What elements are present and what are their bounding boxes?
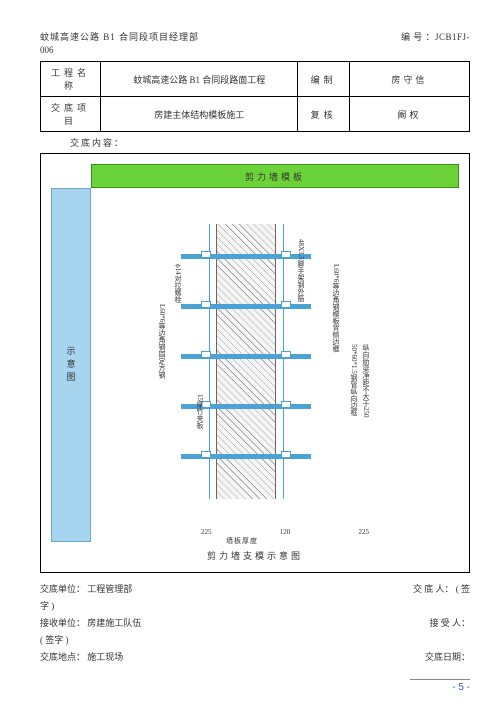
footer-unit-send: 交底单位： 工程管理部 [40,581,132,598]
cell-proj-name-lbl: 工程名称 [41,62,101,97]
annot-spacing: 纵向肋梁净距不大于250 [361,344,371,418]
cell-item-val: 房建主体结构模板施工 [101,97,298,132]
cell-review-val: 阚权 [349,97,469,132]
clip-icon [201,301,211,308]
footer-block: 交底单位： 工程管理部 交 底 人： ( 签 字 ) 接收单位： 房建施工队伍 … [40,581,470,666]
header-code-label: 编 号 [401,32,423,42]
footer-unit-recv: 接收单位： 房建施工队伍 [40,615,141,632]
annot-bolt: ϕ14对拉螺栓 [173,264,183,303]
green-band-text: 剪力墙模板 [245,170,305,183]
table-row: 交底项目 房建主体结构模板施工 复核 阚权 [41,97,470,132]
cell-editor-val: 房守信 [349,62,469,97]
annot-scaffold: 48X3.5脚手架钢外筋 [296,239,306,302]
cell-item-lbl: 交底项目 [41,97,101,132]
dim-center-label: 墙板厚度 [226,536,258,546]
figure-box: 剪力墙模板 示意图 ϕ14对拉螺栓 L60*6等边角钢固定方钢 [40,153,470,573]
footer-sign1: 字 ) [40,598,470,615]
dim-center: 120 [280,528,291,536]
page-number: - 5 - [410,679,470,693]
clip-icon [281,451,291,458]
header-subcode: 006 [40,45,470,55]
cell-review-lbl: 复核 [298,97,349,132]
header-project: 蚊城高速公路 B1 合同段项目经理部 [40,30,199,43]
footer-date: 交底日期： [425,649,470,666]
content-label: 交底内容： [70,136,470,149]
cell-proj-name-val: 蚊城高速公路 B1 合同段路面工程 [101,62,298,97]
clip-icon [281,251,291,258]
green-band: 剪力墙模板 [91,164,459,188]
footer-location: 交底地点： 施工现场 [40,649,123,666]
footer-person-send: 交 底 人： ( 签 [413,581,470,598]
annot-angle-fix: L60*6等边角钢固定方钢 [157,304,167,378]
clip-icon [281,351,291,358]
clip-icon [201,251,211,258]
clip-icon [201,351,211,358]
dim-left: 225 [201,528,212,536]
annot-plywood: 15厚竹夹板 [195,394,205,429]
annot-angle-side: L60*6等边角钢模板背侧边框 [331,264,341,352]
table-row: 工程名称 蚊城高速公路 B1 合同段路面工程 编制 房守信 [41,62,470,97]
dim-right: 225 [359,528,370,536]
footer-sign2: ( 签字 ) [40,632,470,649]
blue-side-text: 示意图 [65,346,78,385]
clip-icon [281,401,291,408]
diagram-area: ϕ14对拉螺栓 L60*6等边角钢固定方钢 15厚竹夹板 48X3.5脚手架钢外… [101,194,449,532]
footer-person-recv: 接 受 人： [429,615,470,632]
clip-icon [281,301,291,308]
header-code: 编 号 ：JCB1FJ- [401,30,470,43]
annot-tube-long: 50*60*1.5钢管纵向边框 [349,344,359,416]
info-table: 工程名称 蚊城高速公路 B1 合同段路面工程 编制 房守信 交底项目 房建主体结… [40,61,470,132]
dim-row: 225 120 225 [201,528,369,536]
cell-editor-lbl: 编制 [298,62,349,97]
figure-caption: 剪力墙支模示意图 [41,549,469,562]
header-code-value: JCB1FJ- [435,32,470,42]
clip-icon [201,451,211,458]
blue-side-panel: 示意图 [51,188,91,542]
